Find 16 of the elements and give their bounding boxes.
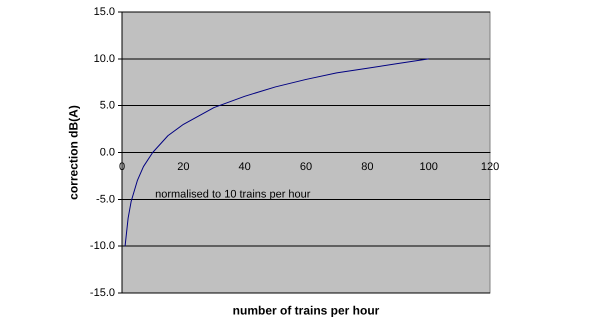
x-tick-label: 80	[361, 161, 374, 174]
x-tick-label: 100	[419, 161, 438, 174]
y-tick-label: -15.0	[90, 287, 115, 300]
y-tick-label: 0.0	[100, 146, 115, 159]
y-tick-label: -5.0	[96, 193, 115, 206]
y-tick-label: -10.0	[90, 240, 115, 252]
x-tick-label: 40	[238, 161, 251, 174]
y-tick-label: 15.0	[94, 6, 115, 18]
y-tick-label: 5.0	[100, 100, 115, 112]
y-axis-title: correction dB(A)	[66, 105, 80, 200]
x-axis-title: number of trains per hour	[232, 303, 380, 318]
x-tick-label: 60	[300, 161, 312, 174]
x-tick-label: 20	[177, 161, 190, 174]
y-tick-label: 10.0	[94, 52, 115, 65]
x-tick-label: 120	[480, 161, 500, 174]
annotation: normalised to 10 trains per hour	[155, 188, 311, 200]
